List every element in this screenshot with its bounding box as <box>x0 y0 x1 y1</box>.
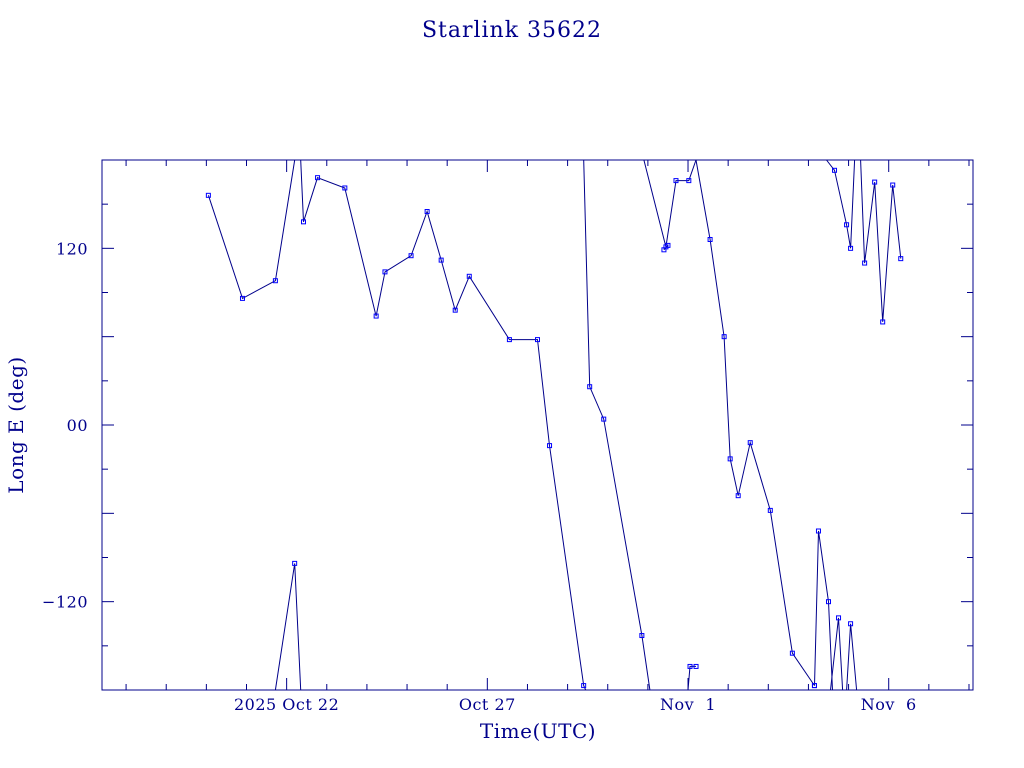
data-point <box>767 507 773 513</box>
y-tick-label: 120 <box>56 239 88 258</box>
data-point <box>862 260 868 266</box>
data-point <box>665 242 671 248</box>
x-axis-ticks <box>125 160 970 690</box>
data-point <box>424 209 430 215</box>
data-point <box>811 683 817 689</box>
series-line <box>643 159 697 248</box>
data-point <box>587 384 593 390</box>
x-axis-tick-labels: 2025 Oct 22 Oct 27 Nov 1 Nov 6 <box>234 695 917 714</box>
series-layer <box>205 159 904 691</box>
data-point <box>735 493 741 499</box>
data-point <box>205 192 211 198</box>
series-line <box>687 665 696 691</box>
data-point <box>408 253 414 259</box>
data-point <box>342 185 348 191</box>
data-point <box>890 182 896 188</box>
series-line <box>830 617 844 691</box>
y-tick-label: 00 <box>67 416 88 435</box>
data-point <box>707 237 713 242</box>
data-point <box>727 456 733 462</box>
data-point <box>438 257 444 263</box>
data-point <box>686 178 692 184</box>
data-point <box>836 615 842 621</box>
data-point <box>239 295 245 301</box>
data-point <box>581 683 587 689</box>
series-line <box>846 623 858 691</box>
data-point <box>300 219 306 225</box>
data-point <box>601 416 607 422</box>
series-line <box>826 159 856 249</box>
x-axis-label: Time(UTC) <box>480 719 596 743</box>
plot-frame <box>101 159 974 691</box>
data-point <box>639 633 645 639</box>
y-axis-tick-labels: 120 00 −120 <box>42 239 88 612</box>
x-tick-label: Nov 1 <box>660 695 716 714</box>
data-point <box>880 319 886 325</box>
data-point <box>826 599 832 605</box>
series-line <box>860 159 902 322</box>
series-line <box>583 159 651 691</box>
data-point <box>315 175 321 181</box>
y-axis-ticks <box>102 159 973 691</box>
data-point <box>292 560 298 566</box>
chart-title: Starlink 35622 <box>422 18 602 43</box>
data-point <box>382 269 388 275</box>
series-line <box>695 159 815 686</box>
data-point <box>693 663 699 669</box>
data-point <box>848 621 854 627</box>
data-point <box>547 443 553 449</box>
y-tick-label: −120 <box>42 593 88 612</box>
data-point <box>661 247 667 253</box>
data-point <box>832 167 838 173</box>
series-line <box>814 530 833 691</box>
data-point <box>848 245 854 251</box>
data-point <box>789 650 795 656</box>
data-point <box>272 278 278 284</box>
data-point <box>466 273 472 279</box>
data-point <box>747 440 753 446</box>
series-line <box>207 159 296 300</box>
data-point <box>535 337 540 343</box>
x-tick-label: 2025 Oct 22 <box>234 695 339 714</box>
data-point <box>452 307 458 313</box>
data-point <box>815 528 821 534</box>
x-tick-label: Oct 27 <box>459 695 516 714</box>
series-line <box>300 159 587 691</box>
data-point <box>506 337 512 343</box>
series-line <box>274 563 302 691</box>
data-point <box>373 313 379 319</box>
data-point <box>898 256 904 262</box>
data-point <box>844 222 850 228</box>
data-point <box>673 178 679 184</box>
data-point <box>687 663 693 669</box>
data-point <box>721 334 727 340</box>
y-axis-label: Long E (deg) <box>4 356 28 493</box>
data-point <box>872 179 878 185</box>
x-tick-label: Nov 6 <box>861 695 917 714</box>
